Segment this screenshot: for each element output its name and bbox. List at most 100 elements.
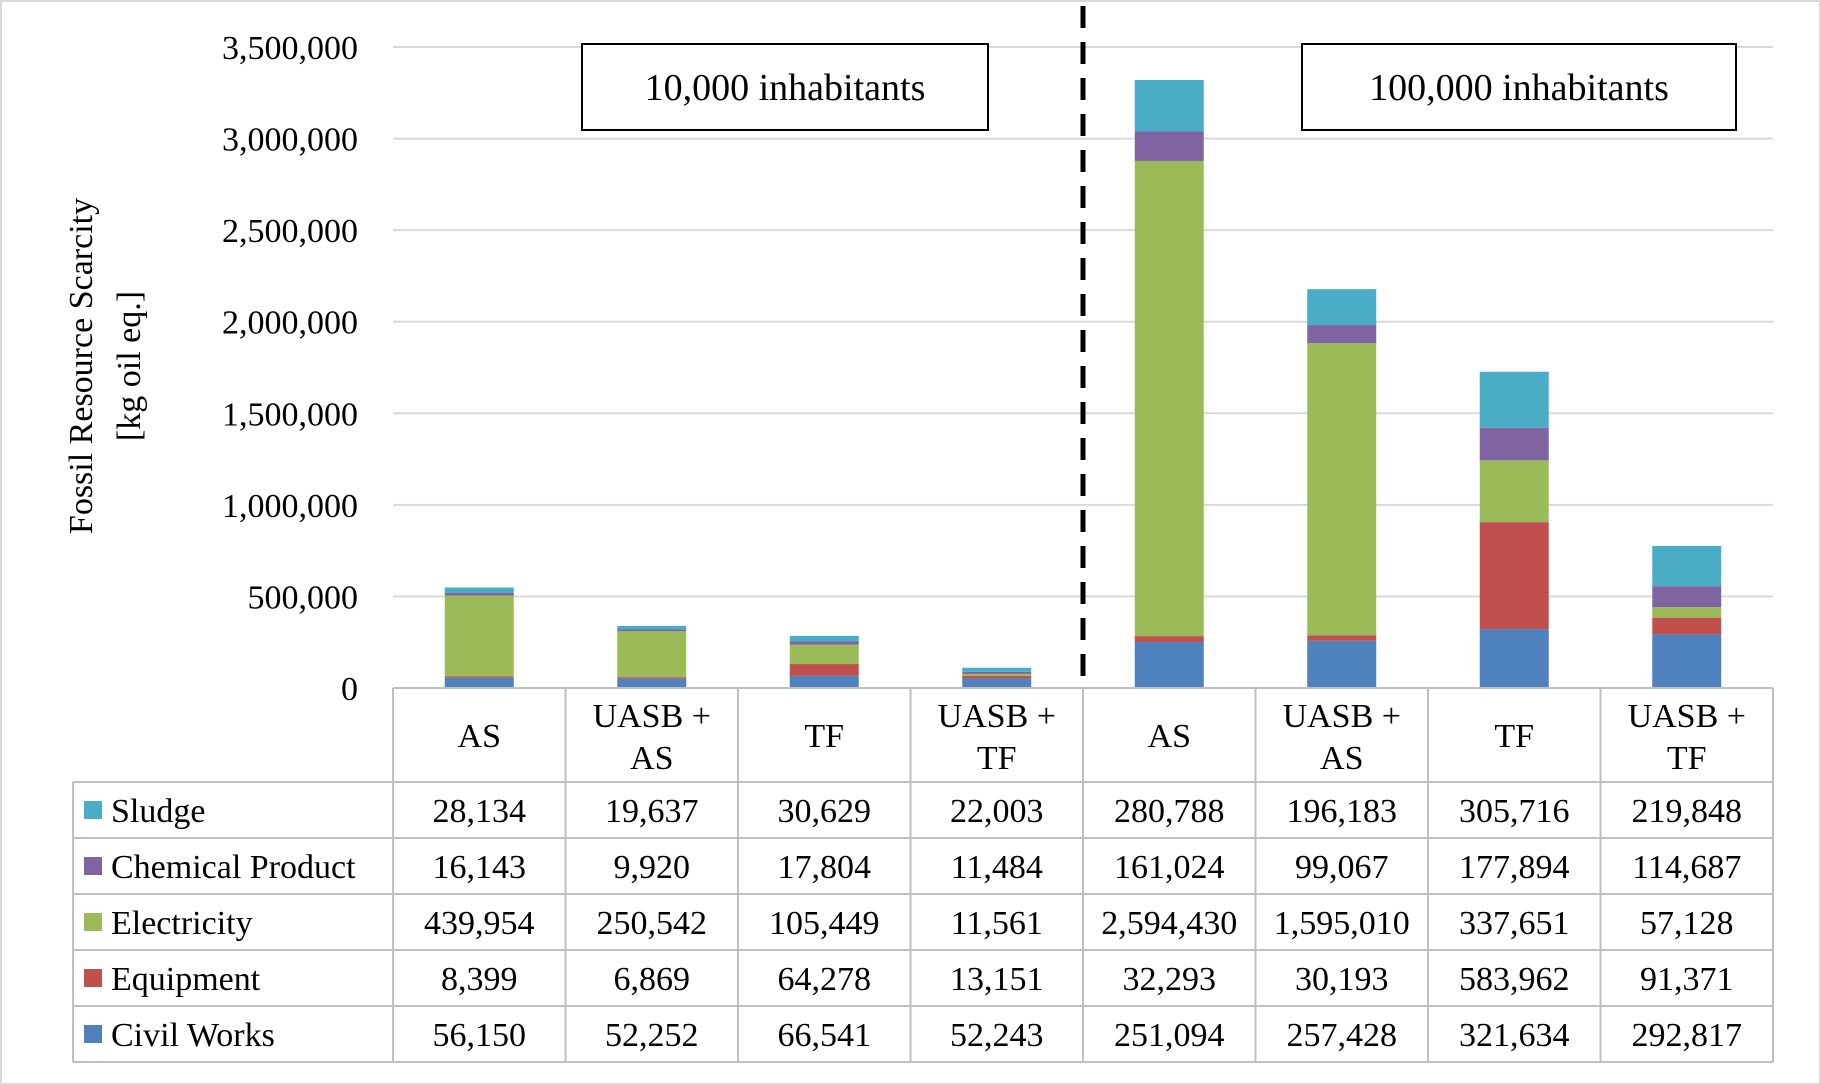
category-label-line2: AS bbox=[1320, 740, 1363, 777]
table-cell-value: 57,128 bbox=[1640, 905, 1734, 942]
bar-segment-civil-works bbox=[1134, 642, 1204, 688]
legend-key bbox=[84, 969, 102, 987]
legend-entry: Equipment bbox=[111, 961, 261, 998]
legend-key bbox=[84, 913, 102, 931]
table-cell-value: 8,399 bbox=[441, 961, 518, 998]
table-cell-value: 56,150 bbox=[433, 1017, 527, 1054]
table-cell-value: 337,651 bbox=[1459, 905, 1570, 942]
legend-key bbox=[84, 1025, 102, 1043]
bar-segment-civil-works bbox=[1652, 634, 1722, 688]
table-cell-value: 11,561 bbox=[951, 905, 1043, 942]
bar-segment-sludge bbox=[444, 587, 514, 593]
table-cell-value: 9,920 bbox=[614, 849, 691, 886]
bar-segment-civil-works bbox=[789, 675, 859, 688]
y-tick-label: 2,500,000 bbox=[222, 213, 358, 250]
table-cell-value: 583,962 bbox=[1459, 961, 1570, 998]
category-label-line2: TF bbox=[1667, 740, 1707, 777]
table-cell-value: 52,252 bbox=[605, 1017, 699, 1054]
bar-segment-sludge bbox=[1134, 80, 1204, 132]
table-cell-value: 196,183 bbox=[1287, 793, 1398, 830]
table-cell-value: 280,788 bbox=[1114, 793, 1225, 830]
legend-entry: Electricity bbox=[111, 905, 253, 942]
bar-segment-chemical-product bbox=[789, 641, 859, 645]
y-tick-label: 500,000 bbox=[248, 579, 359, 616]
bar-segment-electricity bbox=[1652, 607, 1722, 618]
bar-segment-equipment bbox=[1479, 522, 1549, 630]
table-cell-value: 219,848 bbox=[1632, 793, 1743, 830]
table-cell-value: 91,371 bbox=[1640, 961, 1734, 998]
bar-segment-chemical-product bbox=[1652, 586, 1722, 608]
bar-segment-electricity bbox=[1307, 343, 1377, 636]
table-cell-value: 19,637 bbox=[605, 793, 699, 830]
bar-segment-sludge bbox=[1479, 371, 1549, 428]
table-cell-value: 52,243 bbox=[950, 1017, 1044, 1054]
legend-entry: Chemical Product bbox=[111, 849, 356, 886]
legend-entry: Civil Works bbox=[111, 1017, 275, 1054]
bar-segment-chemical-product bbox=[444, 592, 514, 596]
table-cell-value: 30,629 bbox=[778, 793, 872, 830]
table-cell-value: 6,869 bbox=[614, 961, 691, 998]
table-cell-value: 161,024 bbox=[1114, 849, 1225, 886]
category-label-line2: TF bbox=[977, 740, 1017, 777]
y-tick-label: 2,000,000 bbox=[222, 305, 358, 342]
table-cell-value: 16,143 bbox=[433, 849, 527, 886]
y-tick-label: 1,500,000 bbox=[222, 396, 358, 433]
group-label: 100,000 inhabitants bbox=[1369, 67, 1669, 109]
category-label-line1: UASB + bbox=[1283, 698, 1401, 735]
y-axis-label-line2: [kg oil eq.] bbox=[111, 291, 148, 441]
table-cell-value: 11,484 bbox=[951, 849, 1043, 886]
category-label: AS bbox=[458, 718, 501, 755]
group-labels: 10,000 inhabitants 100,000 inhabitants bbox=[581, 43, 1737, 131]
bar-segment-electricity bbox=[1134, 160, 1204, 637]
table-cell-value: 66,541 bbox=[778, 1017, 872, 1054]
y-tick-label: 1,000,000 bbox=[222, 488, 358, 525]
table-cell-value: 321,634 bbox=[1459, 1017, 1570, 1054]
bar-segment-equipment bbox=[1307, 635, 1377, 641]
table-cell-value: 439,954 bbox=[424, 905, 535, 942]
table-cell-value: 22,003 bbox=[950, 793, 1044, 830]
bar-segment-sludge bbox=[789, 635, 859, 642]
legend-key bbox=[84, 857, 102, 875]
y-axis-label-line1: Fossil Resource Scarcity bbox=[63, 198, 100, 534]
y-axis-ticks: 0 500,000 1,000,000 1,500,000 2,000,000 2,500… bbox=[222, 30, 358, 708]
bar-segment-electricity bbox=[1479, 460, 1549, 523]
table-cell-value: 30,193 bbox=[1295, 961, 1389, 998]
bar-segment-equipment bbox=[1652, 617, 1722, 635]
bar-segment-equipment bbox=[789, 664, 859, 676]
bar-segment-chemical-product bbox=[617, 629, 687, 632]
data-table: AS UASB + AS TF UASB + TF AS UASB + AS TF UASB + TF… bbox=[72, 687, 1774, 1063]
y-tick-label: 0 bbox=[341, 671, 358, 708]
bar-segment-civil-works bbox=[962, 678, 1032, 688]
category-label-line2: AS bbox=[630, 740, 673, 777]
legend-entry: Sludge bbox=[111, 793, 205, 830]
table-cell-value: 28,134 bbox=[433, 793, 527, 830]
table-cell-value: 292,817 bbox=[1632, 1017, 1743, 1054]
bar-segment-equipment bbox=[617, 677, 687, 679]
table-cell-value: 251,094 bbox=[1114, 1017, 1225, 1054]
table-cell-value: 257,428 bbox=[1287, 1017, 1398, 1054]
bar-segment-chemical-product bbox=[1307, 325, 1377, 344]
table-cell-value: 1,595,010 bbox=[1274, 905, 1410, 942]
category-label-line1: UASB + bbox=[1628, 698, 1746, 735]
table-cell-value: 13,151 bbox=[950, 961, 1044, 998]
table-cell-value: 99,067 bbox=[1295, 849, 1389, 886]
table-cell-value: 2,594,430 bbox=[1101, 905, 1237, 942]
bar-segment-civil-works bbox=[617, 678, 687, 688]
table-cell-value: 32,293 bbox=[1123, 961, 1217, 998]
table-cell-value: 250,542 bbox=[597, 905, 708, 942]
category-label-line1: UASB + bbox=[593, 698, 711, 735]
category-label: TF bbox=[1494, 718, 1534, 755]
category-label-line1: UASB + bbox=[938, 698, 1056, 735]
bar-segment-sludge bbox=[962, 667, 1032, 672]
bar-segment-equipment bbox=[1134, 636, 1204, 643]
bar-segment-chemical-product bbox=[1134, 131, 1204, 161]
bar-segment-civil-works bbox=[444, 677, 514, 688]
table-cell-value: 177,894 bbox=[1459, 849, 1570, 886]
table-cell-value: 305,716 bbox=[1459, 793, 1570, 830]
table-cell-value: 105,449 bbox=[769, 905, 880, 942]
bar-segment-equipment bbox=[962, 676, 1032, 679]
table-cell-value: 64,278 bbox=[778, 961, 872, 998]
bar-segment-sludge bbox=[1652, 545, 1722, 587]
